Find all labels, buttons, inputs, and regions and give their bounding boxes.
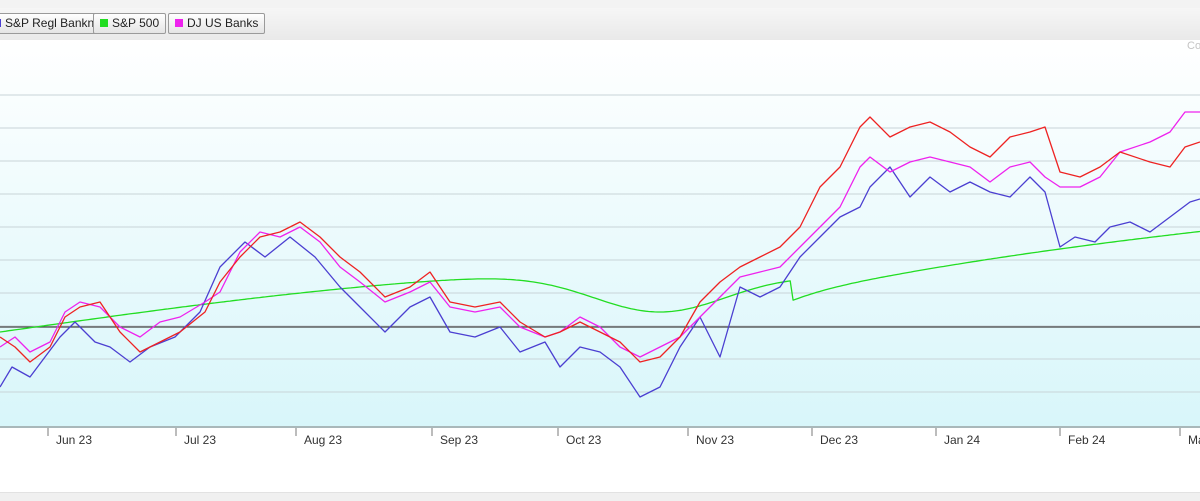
legend-button-dj-us-banks[interactable]: DJ US Banks xyxy=(168,13,266,34)
series-lines xyxy=(0,111,1200,398)
x-tick-label: Oct 23 xyxy=(566,433,602,447)
sp500-swatch-icon xyxy=(100,19,108,27)
legend-label: S&P Regl Bankng xyxy=(5,16,101,30)
x-tick-label: Nov 23 xyxy=(696,433,734,447)
line-chart: Jun 23 Jul 23 Aug 23 Sep 23 Oct 23 Nov 23 Dec … xyxy=(0,40,1200,447)
x-tick-label: Jul 23 xyxy=(184,433,216,447)
x-tick-label: Aug 23 xyxy=(304,433,342,447)
plot-background xyxy=(0,40,1200,428)
window-bottom-band xyxy=(0,492,1200,501)
series-line-3 xyxy=(0,116,1200,363)
dj-us-banks-swatch-icon xyxy=(175,19,183,27)
x-tick-label: Jan 24 xyxy=(944,433,980,447)
x-axis-ticks: Jun 23 Jul 23 Aug 23 Sep 23 Oct 23 Nov 23 Dec … xyxy=(47,428,1200,447)
corner-label: Co xyxy=(1187,40,1200,52)
x-tick-label: Dec 23 xyxy=(820,433,858,447)
legend-button-sp500[interactable]: S&P 500 xyxy=(93,13,167,34)
x-tick-label: Ma xyxy=(1188,433,1200,447)
legend-toolbar: S&P Regl Bankng S&P 500 DJ US Banks xyxy=(0,8,1200,41)
x-tick-label: Feb 24 xyxy=(1068,433,1106,447)
x-tick-label: Jun 23 xyxy=(56,433,92,447)
legend-button-regional-banking[interactable]: S&P Regl Bankng xyxy=(0,13,108,34)
window-top-band xyxy=(0,0,1200,8)
legend-label: DJ US Banks xyxy=(187,16,259,30)
regional-banking-swatch-icon xyxy=(0,19,1,27)
legend-label: S&P 500 xyxy=(112,16,160,30)
grid-lines xyxy=(0,94,1200,393)
x-tick-label: Sep 23 xyxy=(440,433,478,447)
